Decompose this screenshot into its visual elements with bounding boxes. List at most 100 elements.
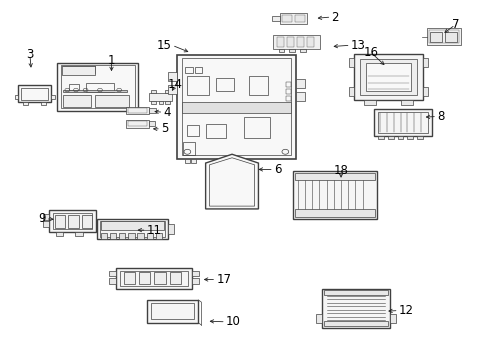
Bar bbox=[151, 101, 156, 104]
Bar bbox=[100, 221, 165, 237]
Text: 7: 7 bbox=[452, 18, 459, 31]
Bar bbox=[191, 159, 196, 163]
Text: 1: 1 bbox=[108, 54, 115, 67]
Bar bbox=[279, 49, 284, 52]
Text: 18: 18 bbox=[334, 164, 348, 177]
Bar bbox=[97, 219, 168, 239]
Bar bbox=[429, 30, 459, 44]
Polygon shape bbox=[206, 154, 258, 209]
Bar bbox=[272, 16, 280, 21]
Bar bbox=[377, 112, 428, 133]
Bar bbox=[354, 54, 423, 100]
Bar bbox=[119, 233, 125, 239]
Bar bbox=[297, 37, 304, 47]
Bar bbox=[195, 67, 202, 73]
Bar bbox=[75, 232, 83, 237]
Bar bbox=[417, 136, 423, 139]
Bar bbox=[82, 215, 92, 228]
Bar bbox=[316, 314, 322, 323]
Text: 9: 9 bbox=[38, 212, 46, 225]
Bar bbox=[120, 271, 188, 286]
Bar bbox=[280, 13, 307, 24]
Bar bbox=[177, 55, 296, 159]
Text: 4: 4 bbox=[163, 106, 171, 119]
Bar bbox=[187, 125, 199, 136]
Bar bbox=[156, 233, 162, 239]
Bar bbox=[49, 210, 96, 232]
Bar bbox=[349, 58, 354, 67]
Bar bbox=[295, 15, 305, 22]
Bar bbox=[139, 273, 150, 284]
Bar bbox=[300, 49, 305, 52]
Bar bbox=[445, 32, 457, 42]
Bar bbox=[378, 136, 384, 139]
Bar bbox=[168, 72, 177, 81]
Bar bbox=[151, 303, 194, 319]
Text: 6: 6 bbox=[274, 163, 281, 176]
Bar bbox=[128, 108, 147, 113]
Bar bbox=[21, 88, 48, 100]
Bar bbox=[168, 224, 174, 234]
Bar bbox=[296, 92, 305, 100]
Bar bbox=[295, 173, 375, 180]
Bar bbox=[109, 271, 116, 276]
Bar bbox=[367, 63, 411, 91]
Bar bbox=[426, 28, 461, 45]
Bar bbox=[185, 67, 193, 73]
Bar bbox=[63, 90, 127, 92]
Bar bbox=[324, 321, 388, 327]
Bar bbox=[147, 300, 198, 323]
Bar bbox=[41, 102, 46, 105]
Bar bbox=[63, 95, 91, 107]
Text: 16: 16 bbox=[363, 46, 378, 59]
Bar bbox=[43, 213, 49, 220]
Bar bbox=[430, 32, 442, 42]
Bar bbox=[165, 90, 170, 93]
Bar bbox=[159, 101, 163, 104]
Bar bbox=[126, 120, 149, 128]
Bar bbox=[277, 37, 284, 47]
Bar bbox=[293, 171, 377, 219]
Bar bbox=[364, 100, 376, 105]
Bar bbox=[23, 102, 28, 105]
Bar bbox=[349, 87, 354, 96]
Bar bbox=[423, 87, 428, 96]
Polygon shape bbox=[62, 66, 95, 75]
Bar bbox=[187, 76, 209, 95]
Bar bbox=[149, 108, 156, 113]
Bar bbox=[374, 109, 432, 136]
Text: 12: 12 bbox=[399, 304, 414, 317]
Bar bbox=[151, 90, 156, 93]
Text: 2: 2 bbox=[331, 10, 339, 23]
Bar bbox=[249, 76, 268, 95]
Bar bbox=[286, 96, 291, 100]
Bar bbox=[170, 273, 181, 284]
Bar bbox=[126, 107, 149, 114]
Bar bbox=[296, 80, 305, 88]
Text: 14: 14 bbox=[168, 78, 183, 91]
Bar bbox=[128, 121, 147, 126]
Bar bbox=[68, 215, 79, 228]
Bar bbox=[165, 101, 170, 104]
Text: 11: 11 bbox=[147, 224, 162, 237]
Bar bbox=[137, 233, 144, 239]
Bar bbox=[168, 85, 177, 94]
Bar bbox=[192, 271, 199, 276]
Bar bbox=[289, 49, 295, 52]
Bar bbox=[18, 85, 51, 102]
Bar bbox=[398, 136, 403, 139]
Bar bbox=[322, 289, 390, 328]
Bar bbox=[192, 278, 199, 284]
Text: 17: 17 bbox=[216, 273, 231, 286]
Bar bbox=[206, 123, 226, 138]
Bar bbox=[110, 233, 116, 239]
Bar bbox=[61, 66, 135, 108]
Bar bbox=[423, 58, 428, 67]
Bar bbox=[287, 37, 294, 47]
Bar bbox=[185, 159, 190, 163]
Bar bbox=[43, 221, 49, 227]
Bar bbox=[401, 100, 413, 105]
Bar bbox=[324, 290, 388, 295]
Bar bbox=[69, 84, 79, 90]
Bar bbox=[53, 213, 92, 229]
